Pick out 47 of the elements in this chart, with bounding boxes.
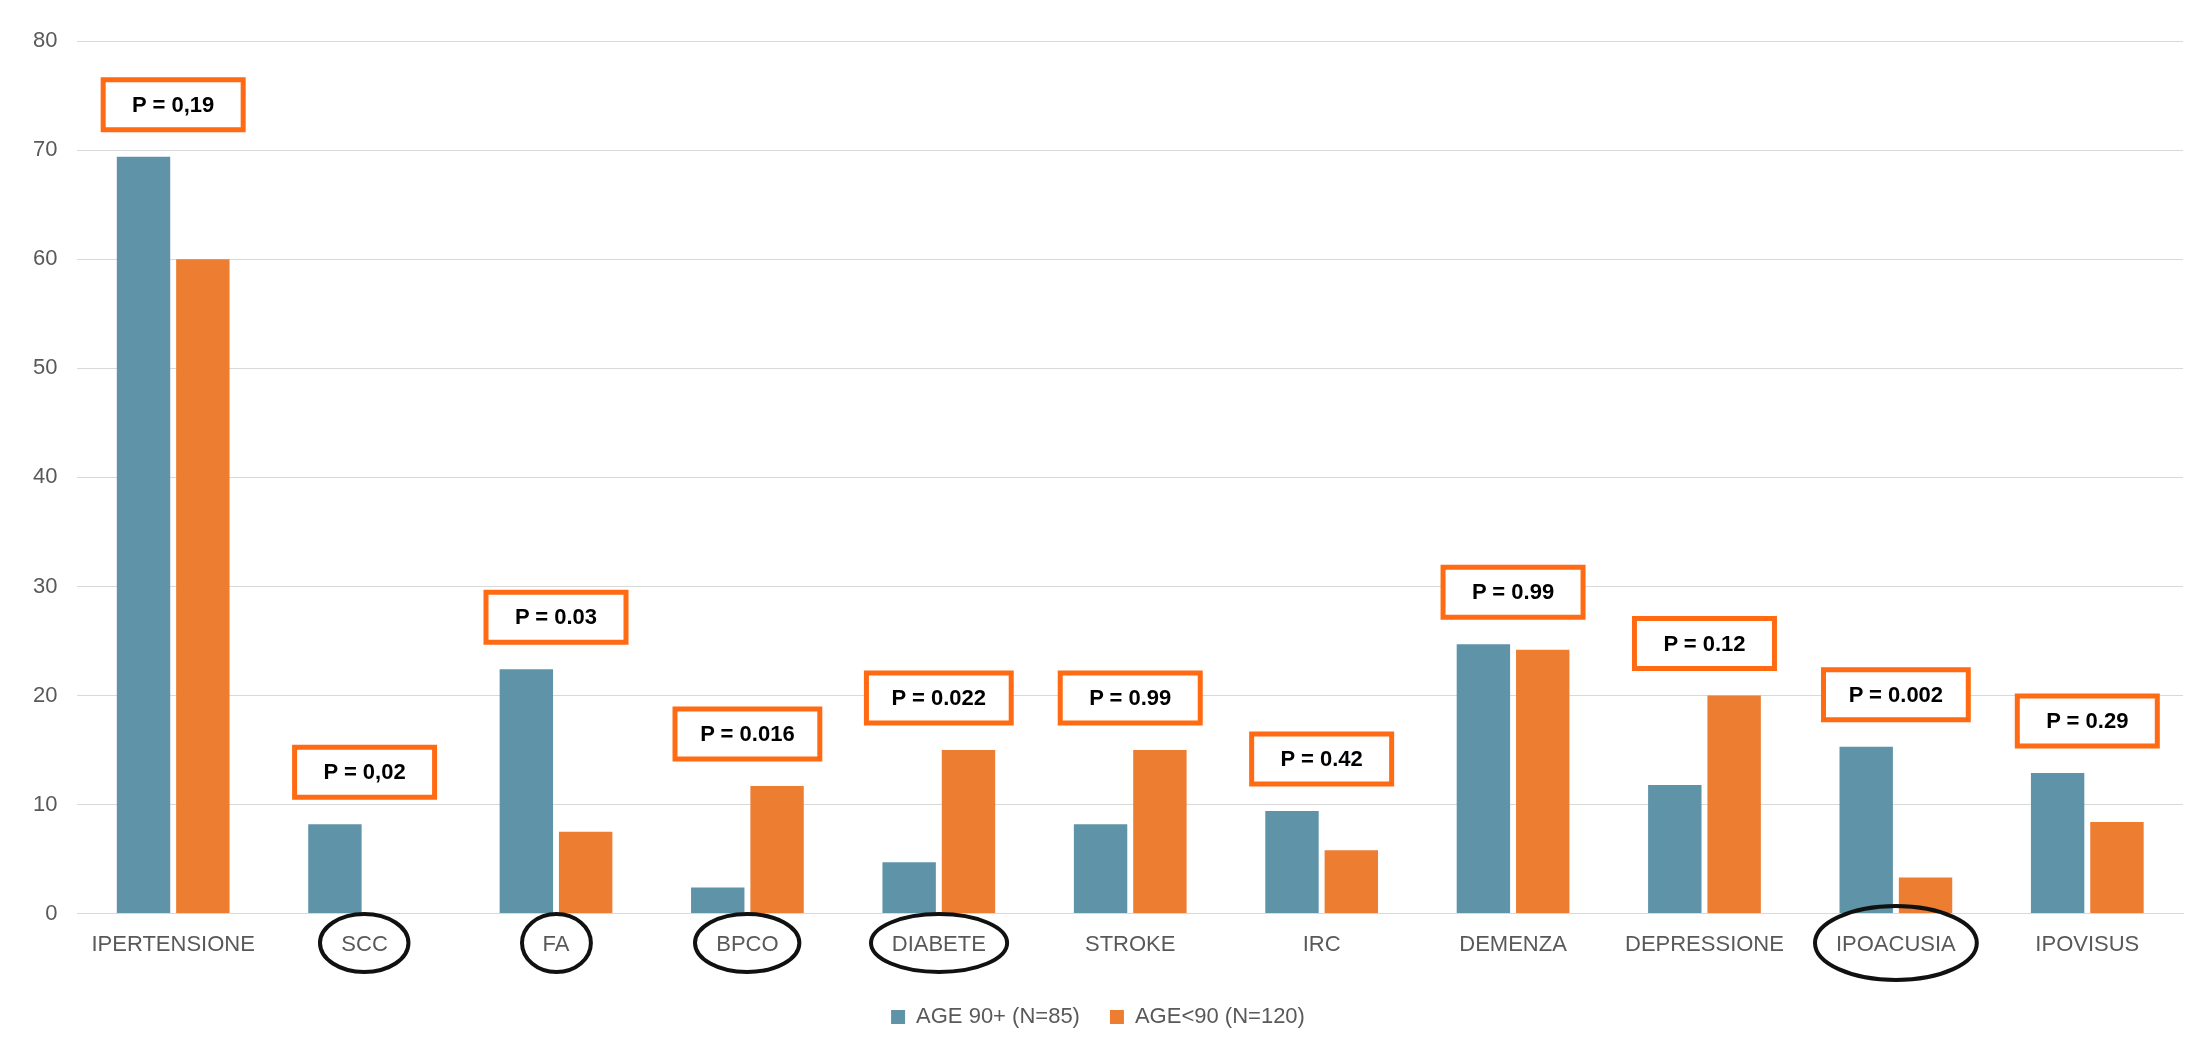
legend-label: AGE 90+ (N=85) — [916, 1003, 1080, 1029]
y-tick-label: 30 — [32, 572, 58, 598]
bar — [1073, 824, 1128, 914]
x-tick-label: IRC — [1302, 930, 1341, 956]
x-tick-label: BPCO — [716, 930, 779, 956]
annotation: P = 0.022 — [891, 685, 987, 711]
x-tick-label: DEPRESSIONE — [1625, 930, 1784, 956]
bar — [2090, 822, 2144, 914]
x-tick-label: FA — [542, 930, 570, 956]
bar — [1516, 649, 1570, 914]
bar — [2030, 772, 2085, 914]
x-tick-label: IPOACUSIA — [1835, 930, 1957, 956]
bar — [1456, 644, 1511, 914]
y-tick-label: 50 — [32, 354, 58, 380]
y-tick-label: 80 — [32, 27, 58, 53]
x-tick-label: DIABETE — [891, 930, 986, 956]
annotation: P = 0.99 — [1089, 685, 1172, 711]
bar — [1839, 746, 1893, 914]
x-tick-label: IPOVISUS — [2035, 930, 2140, 956]
y-tick-label: 20 — [32, 681, 58, 707]
annotation: P = 0.29 — [2046, 707, 2129, 733]
bar — [1324, 850, 1379, 914]
bar — [1265, 811, 1319, 914]
annotation: P = 0.99 — [1471, 579, 1555, 605]
bar — [1707, 695, 1761, 914]
bar — [1133, 750, 1187, 914]
bar — [116, 156, 171, 914]
annotation: P = 0.12 — [1663, 630, 1746, 656]
bar — [1648, 784, 1702, 914]
annotation: P = 0,19 — [132, 91, 215, 117]
y-tick-label: 70 — [32, 136, 58, 162]
legend-label: AGE<90 (N=120) — [1134, 1003, 1305, 1029]
y-tick-label: 40 — [32, 463, 58, 489]
y-tick-label: 0 — [45, 899, 58, 925]
bar — [176, 259, 230, 914]
x-tick-label: SCC — [341, 930, 388, 956]
y-tick-label: 10 — [32, 790, 58, 816]
bar — [691, 887, 745, 914]
annotation: P = 0.03 — [514, 604, 598, 630]
annotation: P = 0.42 — [1280, 746, 1363, 772]
annotation: P = 0,02 — [323, 759, 406, 785]
y-tick-label: 60 — [32, 245, 58, 271]
x-tick-label: IPERTENSIONE — [91, 930, 255, 956]
x-tick-label: STROKE — [1085, 930, 1176, 956]
x-tick-label: DEMENZA — [1459, 930, 1568, 956]
annotation: P = 0.002 — [1848, 681, 1944, 707]
annotation: P = 0.016 — [700, 721, 795, 747]
